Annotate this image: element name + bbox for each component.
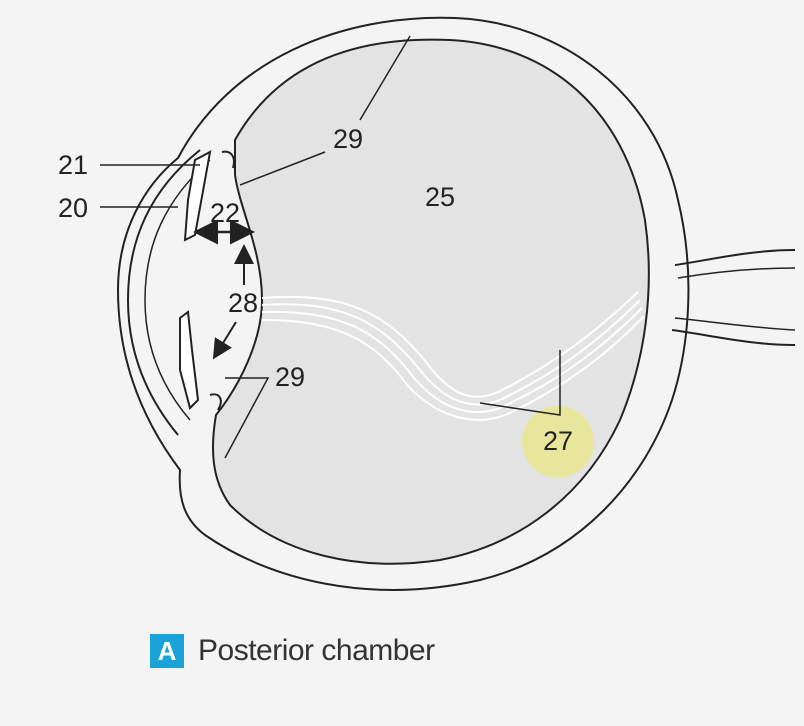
optic-nerve-upper <box>674 249 796 266</box>
label-25: 25 <box>425 182 455 212</box>
cornea-inner <box>144 159 211 421</box>
label-28: 28 <box>228 288 258 318</box>
label-29-bottom: 29 <box>275 362 305 392</box>
hyaloid-canal <box>261 291 645 421</box>
optic-nerve-lower <box>671 329 796 346</box>
label-27: 27 <box>543 426 573 456</box>
label-29-top: 29 <box>333 124 363 154</box>
optic-nerve-lower-inner <box>674 317 796 331</box>
leader-27 <box>479 350 561 416</box>
eyeball-outer-wall <box>116 16 690 591</box>
label-21: 21 <box>58 150 88 180</box>
optic-nerve-upper-inner <box>677 267 796 279</box>
ciliary-body-lower <box>209 393 222 411</box>
leader-29-top-a <box>359 35 411 121</box>
vitreous-body <box>211 38 650 565</box>
figure-caption: A Posterior chamber <box>150 634 435 668</box>
arrow-28-down <box>212 321 237 360</box>
cornea <box>126 149 201 436</box>
ciliary-body-upper <box>221 150 235 169</box>
figure-badge: A <box>150 634 184 668</box>
label-22: 22 <box>210 198 240 228</box>
caption-text: Posterior chamber <box>198 634 435 667</box>
iris-lower <box>179 310 200 410</box>
label-20: 20 <box>58 193 88 223</box>
leader-29-bottom <box>224 377 270 459</box>
highlight-marker <box>522 406 594 478</box>
leader-29-top-b <box>239 151 326 186</box>
